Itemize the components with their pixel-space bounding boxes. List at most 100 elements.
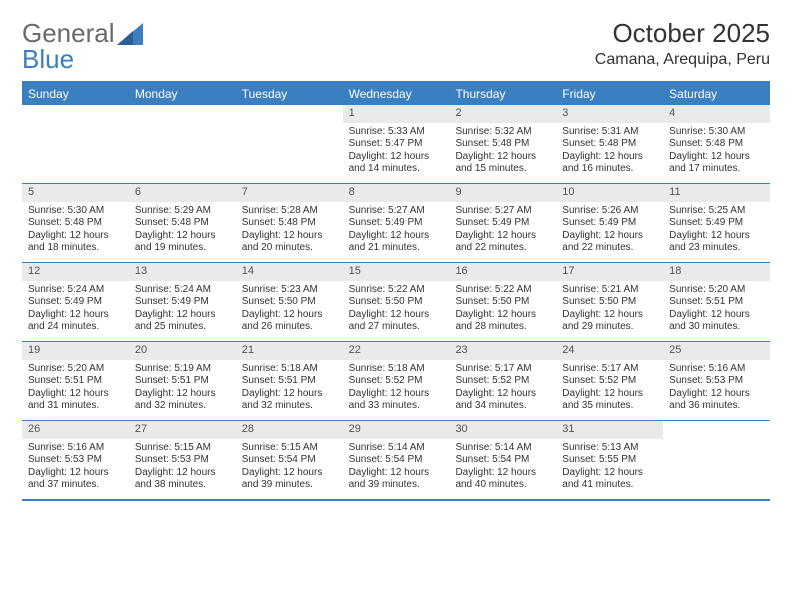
day-text: Sunrise: 5:15 AMSunset: 5:53 PMDaylight:… bbox=[129, 439, 236, 498]
daylight-line: Daylight: 12 hours and 16 minutes. bbox=[562, 151, 657, 176]
day-text: Sunrise: 5:31 AMSunset: 5:48 PMDaylight:… bbox=[556, 123, 663, 182]
day-number: 7 bbox=[236, 184, 343, 202]
sunrise-line: Sunrise: 5:16 AM bbox=[669, 363, 764, 376]
day-number: 2 bbox=[449, 105, 556, 123]
daylight-line: Daylight: 12 hours and 30 minutes. bbox=[669, 309, 764, 334]
day-text: Sunrise: 5:20 AMSunset: 5:51 PMDaylight:… bbox=[22, 360, 129, 419]
day-cell: 24Sunrise: 5:17 AMSunset: 5:52 PMDayligh… bbox=[556, 342, 663, 420]
sunset-line: Sunset: 5:48 PM bbox=[455, 138, 550, 151]
daylight-line: Daylight: 12 hours and 38 minutes. bbox=[135, 467, 230, 492]
calendar-grid: SundayMondayTuesdayWednesdayThursdayFrid… bbox=[22, 81, 770, 501]
day-cell: 5Sunrise: 5:30 AMSunset: 5:48 PMDaylight… bbox=[22, 184, 129, 262]
daylight-line: Daylight: 12 hours and 17 minutes. bbox=[669, 151, 764, 176]
day-number: 30 bbox=[449, 421, 556, 439]
sunset-line: Sunset: 5:48 PM bbox=[242, 217, 337, 230]
day-number: 15 bbox=[343, 263, 450, 281]
daylight-line: Daylight: 12 hours and 39 minutes. bbox=[349, 467, 444, 492]
empty-cell: .. bbox=[129, 105, 236, 183]
day-text: Sunrise: 5:18 AMSunset: 5:51 PMDaylight:… bbox=[236, 360, 343, 419]
sunrise-line: Sunrise: 5:23 AM bbox=[242, 284, 337, 297]
daylight-line: Daylight: 12 hours and 37 minutes. bbox=[28, 467, 123, 492]
weekday-saturday: Saturday bbox=[663, 83, 770, 105]
day-cell: 25Sunrise: 5:16 AMSunset: 5:53 PMDayligh… bbox=[663, 342, 770, 420]
weekday-friday: Friday bbox=[556, 83, 663, 105]
weekday-header-row: SundayMondayTuesdayWednesdayThursdayFrid… bbox=[22, 83, 770, 105]
day-number: 10 bbox=[556, 184, 663, 202]
day-text: Sunrise: 5:18 AMSunset: 5:52 PMDaylight:… bbox=[343, 360, 450, 419]
weekday-sunday: Sunday bbox=[22, 83, 129, 105]
sunrise-line: Sunrise: 5:14 AM bbox=[349, 442, 444, 455]
day-number: 21 bbox=[236, 342, 343, 360]
daylight-line: Daylight: 12 hours and 29 minutes. bbox=[562, 309, 657, 334]
day-text: Sunrise: 5:14 AMSunset: 5:54 PMDaylight:… bbox=[449, 439, 556, 498]
sunset-line: Sunset: 5:53 PM bbox=[135, 454, 230, 467]
location-text: Camana, Arequipa, Peru bbox=[595, 51, 770, 69]
calendar-page: General October 2025 Camana, Arequipa, P… bbox=[0, 0, 792, 519]
sunrise-line: Sunrise: 5:24 AM bbox=[135, 284, 230, 297]
sunrise-line: Sunrise: 5:29 AM bbox=[135, 205, 230, 218]
daylight-line: Daylight: 12 hours and 27 minutes. bbox=[349, 309, 444, 334]
sunrise-line: Sunrise: 5:27 AM bbox=[455, 205, 550, 218]
daylight-line: Daylight: 12 hours and 21 minutes. bbox=[349, 230, 444, 255]
day-text: Sunrise: 5:22 AMSunset: 5:50 PMDaylight:… bbox=[343, 281, 450, 340]
daylight-line: Daylight: 12 hours and 40 minutes. bbox=[455, 467, 550, 492]
day-number: 1 bbox=[343, 105, 450, 123]
sunrise-line: Sunrise: 5:21 AM bbox=[562, 284, 657, 297]
week-row: 19Sunrise: 5:20 AMSunset: 5:51 PMDayligh… bbox=[22, 342, 770, 421]
week-row: 5Sunrise: 5:30 AMSunset: 5:48 PMDaylight… bbox=[22, 184, 770, 263]
sunrise-line: Sunrise: 5:20 AM bbox=[28, 363, 123, 376]
daylight-line: Daylight: 12 hours and 39 minutes. bbox=[242, 467, 337, 492]
weekday-monday: Monday bbox=[129, 83, 236, 105]
sunrise-line: Sunrise: 5:18 AM bbox=[349, 363, 444, 376]
daylight-line: Daylight: 12 hours and 28 minutes. bbox=[455, 309, 550, 334]
day-text: Sunrise: 5:23 AMSunset: 5:50 PMDaylight:… bbox=[236, 281, 343, 340]
empty-cell: .. bbox=[663, 421, 770, 499]
daylight-line: Daylight: 12 hours and 22 minutes. bbox=[562, 230, 657, 255]
sunset-line: Sunset: 5:48 PM bbox=[562, 138, 657, 151]
sunrise-line: Sunrise: 5:28 AM bbox=[242, 205, 337, 218]
weekday-tuesday: Tuesday bbox=[236, 83, 343, 105]
sunset-line: Sunset: 5:51 PM bbox=[669, 296, 764, 309]
daylight-line: Daylight: 12 hours and 32 minutes. bbox=[242, 388, 337, 413]
sunset-line: Sunset: 5:50 PM bbox=[242, 296, 337, 309]
day-text: Sunrise: 5:30 AMSunset: 5:48 PMDaylight:… bbox=[663, 123, 770, 182]
sunset-line: Sunset: 5:48 PM bbox=[135, 217, 230, 230]
day-text: Sunrise: 5:21 AMSunset: 5:50 PMDaylight:… bbox=[556, 281, 663, 340]
day-text: Sunrise: 5:17 AMSunset: 5:52 PMDaylight:… bbox=[556, 360, 663, 419]
day-cell: 27Sunrise: 5:15 AMSunset: 5:53 PMDayligh… bbox=[129, 421, 236, 499]
day-number: 19 bbox=[22, 342, 129, 360]
weekday-wednesday: Wednesday bbox=[343, 83, 450, 105]
day-text: Sunrise: 5:29 AMSunset: 5:48 PMDaylight:… bbox=[129, 202, 236, 261]
daylight-line: Daylight: 12 hours and 19 minutes. bbox=[135, 230, 230, 255]
day-cell: 22Sunrise: 5:18 AMSunset: 5:52 PMDayligh… bbox=[343, 342, 450, 420]
daylight-line: Daylight: 12 hours and 33 minutes. bbox=[349, 388, 444, 413]
sunrise-line: Sunrise: 5:22 AM bbox=[455, 284, 550, 297]
day-cell: 12Sunrise: 5:24 AMSunset: 5:49 PMDayligh… bbox=[22, 263, 129, 341]
sunset-line: Sunset: 5:51 PM bbox=[135, 375, 230, 388]
sunset-line: Sunset: 5:49 PM bbox=[28, 296, 123, 309]
daylight-line: Daylight: 12 hours and 31 minutes. bbox=[28, 388, 123, 413]
day-text: Sunrise: 5:19 AMSunset: 5:51 PMDaylight:… bbox=[129, 360, 236, 419]
day-number: 17 bbox=[556, 263, 663, 281]
day-cell: 4Sunrise: 5:30 AMSunset: 5:48 PMDaylight… bbox=[663, 105, 770, 183]
sunrise-line: Sunrise: 5:17 AM bbox=[562, 363, 657, 376]
day-text: Sunrise: 5:24 AMSunset: 5:49 PMDaylight:… bbox=[129, 281, 236, 340]
sunset-line: Sunset: 5:54 PM bbox=[455, 454, 550, 467]
daylight-line: Daylight: 12 hours and 35 minutes. bbox=[562, 388, 657, 413]
day-number: 12 bbox=[22, 263, 129, 281]
sunrise-line: Sunrise: 5:17 AM bbox=[455, 363, 550, 376]
brand-part2: Blue bbox=[22, 44, 74, 75]
sunset-line: Sunset: 5:54 PM bbox=[349, 454, 444, 467]
day-text: Sunrise: 5:27 AMSunset: 5:49 PMDaylight:… bbox=[449, 202, 556, 261]
day-cell: 28Sunrise: 5:15 AMSunset: 5:54 PMDayligh… bbox=[236, 421, 343, 499]
day-cell: 17Sunrise: 5:21 AMSunset: 5:50 PMDayligh… bbox=[556, 263, 663, 341]
day-number: 27 bbox=[129, 421, 236, 439]
day-text: Sunrise: 5:25 AMSunset: 5:49 PMDaylight:… bbox=[663, 202, 770, 261]
day-text: Sunrise: 5:16 AMSunset: 5:53 PMDaylight:… bbox=[22, 439, 129, 498]
sunset-line: Sunset: 5:52 PM bbox=[349, 375, 444, 388]
day-text: Sunrise: 5:16 AMSunset: 5:53 PMDaylight:… bbox=[663, 360, 770, 419]
sunrise-line: Sunrise: 5:33 AM bbox=[349, 126, 444, 139]
day-cell: 30Sunrise: 5:14 AMSunset: 5:54 PMDayligh… bbox=[449, 421, 556, 499]
day-number: 9 bbox=[449, 184, 556, 202]
daylight-line: Daylight: 12 hours and 20 minutes. bbox=[242, 230, 337, 255]
